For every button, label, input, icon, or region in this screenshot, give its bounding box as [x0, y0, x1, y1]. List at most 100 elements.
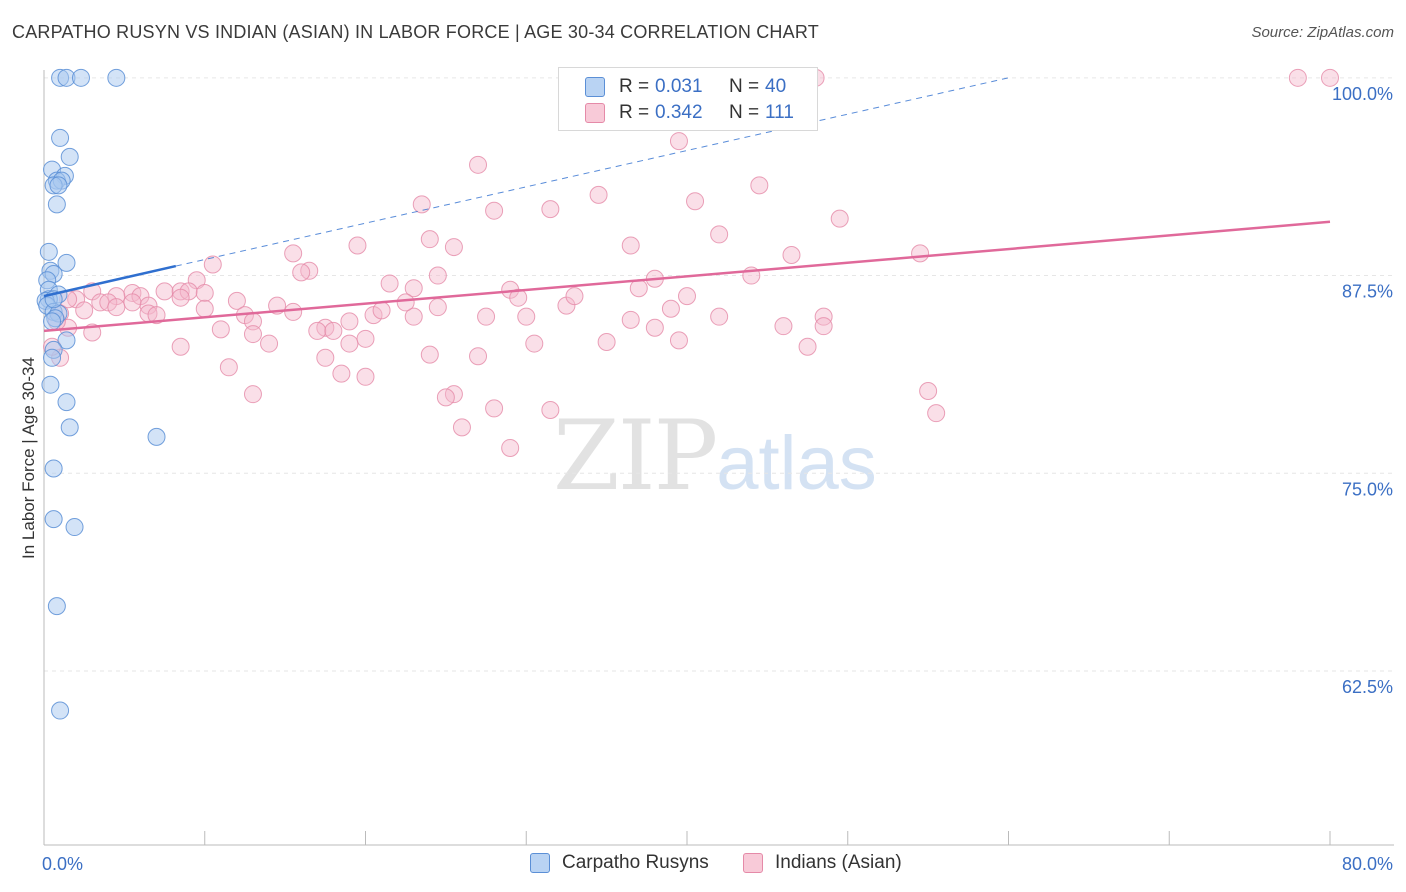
trendline-indian: [43, 220, 1331, 333]
data-point-indian: [292, 263, 311, 282]
legend-r-value: 0.031: [655, 76, 703, 97]
data-point-indian: [380, 274, 399, 293]
series-legend-carpatho: Carpatho Rusyns: [530, 852, 709, 874]
data-point-indian: [436, 388, 455, 407]
data-point-indian: [211, 320, 230, 339]
data-point-indian: [356, 329, 375, 348]
data-point-carpatho: [43, 312, 62, 331]
data-point-carpatho: [43, 348, 62, 367]
data-point-indian: [219, 358, 238, 377]
data-point-indian: [669, 132, 688, 151]
data-point-indian: [372, 301, 391, 320]
data-point-indian: [911, 244, 930, 263]
data-point-carpatho: [41, 375, 60, 394]
data-point-carpatho: [47, 195, 66, 214]
data-point-indian: [485, 399, 504, 418]
data-point-indian: [147, 306, 166, 325]
data-point-indian: [243, 325, 262, 344]
data-point-indian: [75, 301, 94, 320]
data-point-indian: [155, 282, 174, 301]
data-point-carpatho: [60, 147, 79, 166]
data-point-indian: [541, 401, 560, 419]
data-point-indian: [227, 291, 246, 310]
legend-row-blue: R = 0.031 N = 40: [585, 75, 839, 99]
data-point-carpatho: [44, 510, 63, 529]
data-point-indian: [195, 283, 214, 302]
data-point-carpatho: [49, 176, 68, 195]
data-point-indian: [171, 337, 190, 356]
data-point-indian: [123, 293, 142, 312]
watermark-zip: ZIP: [553, 400, 718, 512]
y-tick-label: 100.0%: [1332, 84, 1393, 104]
data-point-indian: [565, 287, 584, 306]
y-tick-label: 87.5%: [1342, 282, 1393, 302]
x-tick-label: 80.0%: [1342, 854, 1393, 874]
legend-r-label: R =: [619, 102, 650, 123]
data-point-indian: [669, 331, 688, 350]
data-point-indian: [107, 298, 126, 317]
data-point-indian: [629, 279, 648, 298]
data-point-indian: [589, 185, 608, 204]
data-point-indian: [284, 244, 303, 263]
series-name-carpatho: Carpatho Rusyns: [562, 852, 709, 873]
data-point-indian: [798, 337, 817, 356]
data-point-indian: [814, 317, 833, 336]
data-point-indian: [621, 236, 640, 255]
data-point-carpatho: [147, 427, 166, 446]
y-axis-title: In Labor Force | Age 30-34: [19, 357, 38, 559]
data-point-indian: [404, 279, 423, 298]
legend-row-pink: R = 0.342 N = 111: [585, 101, 839, 125]
data-point-carpatho: [47, 597, 66, 616]
data-point-indian: [404, 307, 423, 326]
series-legend-indians: Indians (Asian): [743, 852, 902, 874]
data-point-indian: [340, 312, 359, 331]
legend-swatch-pink: [585, 103, 605, 123]
data-point-carpatho: [51, 701, 70, 720]
data-point-indian: [284, 302, 303, 321]
data-point-carpatho: [107, 68, 126, 87]
data-point-indian: [782, 245, 801, 264]
data-point-indian: [308, 321, 327, 340]
data-point-indian: [597, 332, 616, 351]
data-point-indian: [452, 418, 471, 437]
data-point-carpatho: [57, 393, 76, 412]
data-point-indian: [340, 334, 359, 353]
data-point-indian: [396, 293, 415, 312]
data-point-indian: [412, 195, 431, 214]
data-point-indian: [645, 318, 664, 337]
data-point-carpatho: [51, 128, 70, 147]
data-point-indian: [774, 317, 793, 336]
data-point-indian: [517, 307, 536, 326]
data-point-indian: [1321, 68, 1339, 87]
chart-title: CARPATHO RUSYN VS INDIAN (ASIAN) IN LABO…: [12, 22, 819, 42]
data-point-indian: [332, 364, 351, 383]
data-point-indian: [710, 225, 729, 244]
series-swatch-pink: [743, 853, 763, 873]
data-point-indian: [814, 307, 833, 326]
data-point-carpatho: [71, 68, 90, 87]
legend-n-label: N =: [729, 76, 760, 97]
data-point-carpatho: [65, 518, 84, 537]
data-point-indian: [750, 176, 769, 195]
y-tick-label: 62.5%: [1342, 677, 1393, 697]
data-point-indian: [525, 334, 544, 353]
data-point-indian: [469, 155, 488, 174]
legend-n-label: N =: [729, 102, 760, 123]
data-point-indian: [203, 255, 222, 274]
y-tick-label: 75.0%: [1342, 479, 1393, 499]
data-point-indian: [485, 201, 504, 220]
legend-swatch-blue: [585, 77, 605, 97]
data-point-carpatho: [39, 242, 58, 261]
legend-r-label: R =: [619, 76, 650, 97]
data-point-indian: [243, 385, 262, 404]
data-point-indian: [428, 266, 447, 285]
data-point-indian: [621, 310, 640, 329]
data-point-indian: [420, 230, 439, 249]
data-point-indian: [171, 288, 190, 307]
data-point-carpatho: [57, 253, 76, 272]
data-point-indian: [420, 345, 439, 364]
legend-r-value: 0.342: [655, 102, 703, 123]
series-name-indians: Indians (Asian): [775, 852, 902, 873]
data-point-indian: [678, 287, 696, 306]
data-point-indian: [541, 200, 560, 219]
